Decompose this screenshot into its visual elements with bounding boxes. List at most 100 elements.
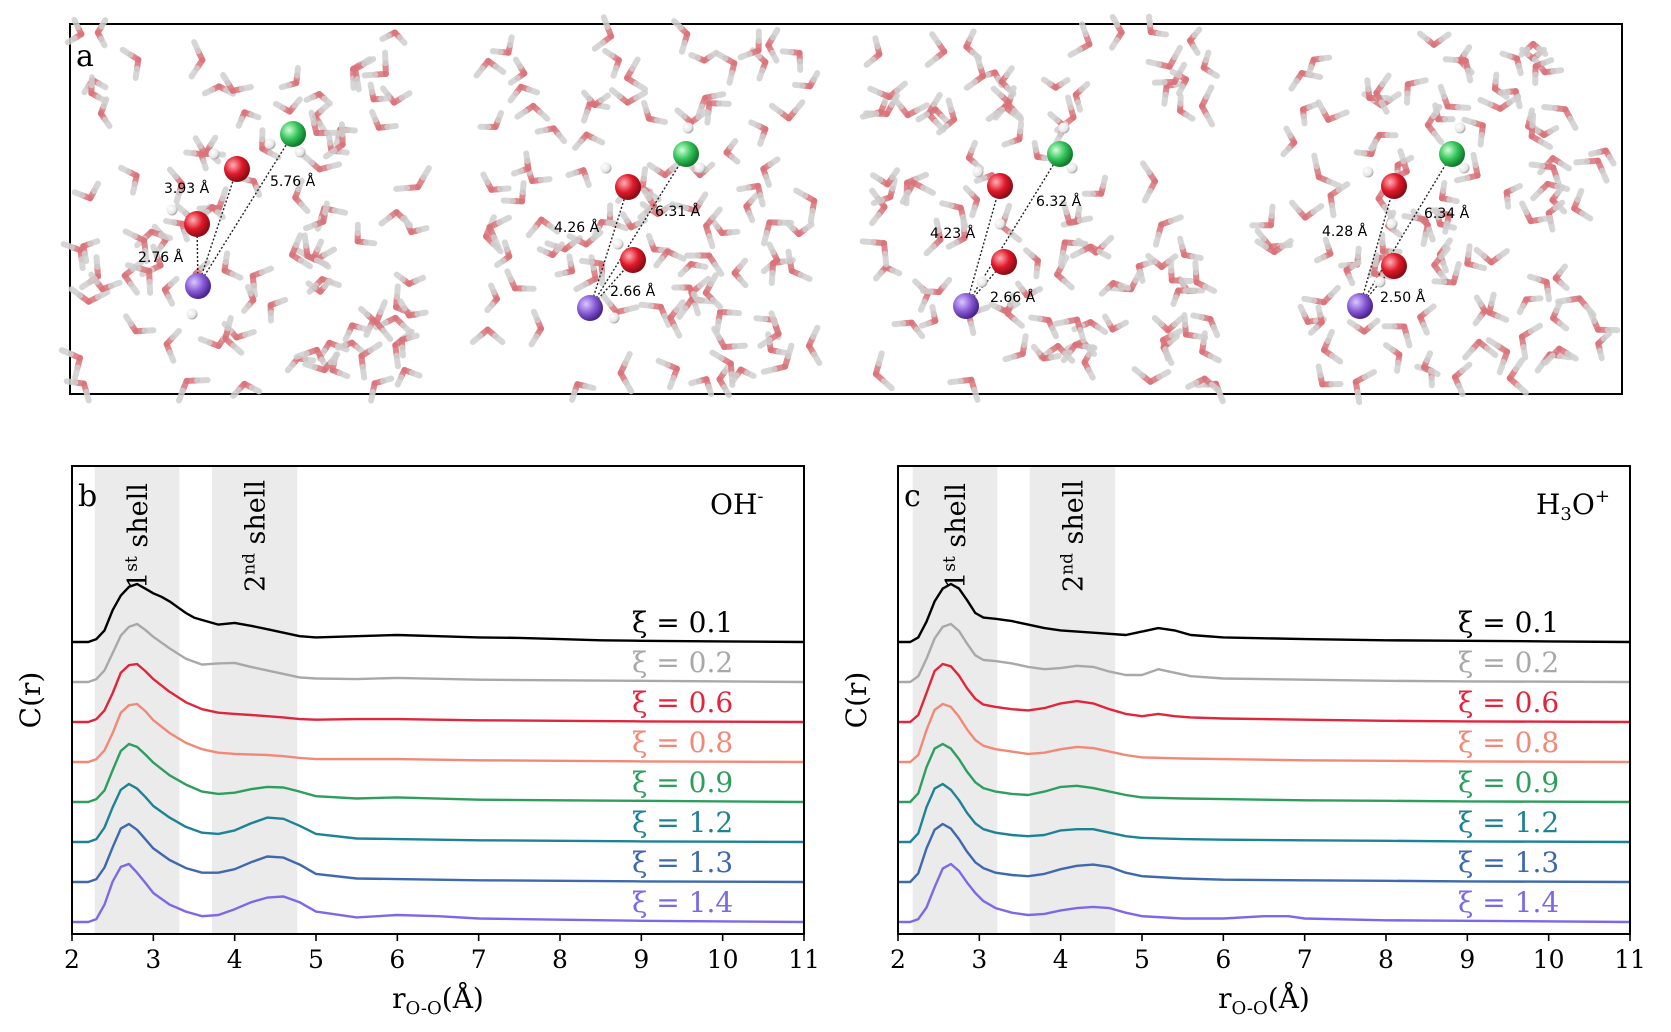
red-oxygen-far: [224, 156, 250, 182]
x-tick-label: 11: [788, 945, 820, 974]
hydrogen-atom: [1375, 277, 1386, 288]
red-oxygen-near: [1381, 253, 1407, 279]
distance-label-d_purple_red_far: 4.23 Å: [930, 225, 976, 242]
series-label-4: ξ = 0.8: [632, 726, 733, 759]
hydrogen-atom: [187, 309, 198, 320]
x-tick-label: 2: [890, 945, 906, 974]
hydrogen-atom: [977, 277, 988, 288]
x-tick-label: 5: [308, 945, 324, 974]
hydrogen-atom: [609, 313, 620, 324]
hydrogen-atom: [683, 123, 694, 134]
x-tick-label: 10: [1533, 945, 1565, 974]
x-tick-label: 8: [552, 945, 568, 974]
series-label-2: ξ = 0.2: [632, 646, 733, 679]
green-ion: [1047, 141, 1073, 167]
hydrogen-atom: [613, 239, 624, 250]
x-tick-label: 6: [389, 945, 405, 974]
hydrogen-atom: [265, 139, 276, 150]
series-label-2: ξ = 0.2: [1458, 646, 1559, 679]
series-label-8: ξ = 1.4: [632, 886, 733, 919]
x-axis-label: rO-O(Å): [1218, 982, 1310, 1019]
x-tick-label: 4: [1053, 945, 1069, 974]
series-label-3: ξ = 0.6: [1458, 686, 1559, 719]
green-ion: [673, 141, 699, 167]
distance-label-d_purple_green: 6.31 Å: [655, 203, 701, 220]
panel-b: ξ = 0.1 ξ = 0.2 ξ = 0.6 ξ = 0.8 ξ = 0.9 ξ = 1…: [14, 466, 820, 1019]
red-oxygen-near: [991, 249, 1017, 275]
distance-label-d_purple_red_far: 4.28 Å: [1322, 223, 1368, 240]
x-tick-label: 5: [1134, 945, 1150, 974]
distance-label-d_purple_red_close: 2.66 Å: [990, 289, 1036, 306]
x-tick-label: 8: [1378, 945, 1394, 974]
green-ion: [1439, 141, 1465, 167]
red-oxygen-far: [615, 174, 641, 200]
distance-label-d_purple_green: 5.76 Å: [270, 173, 316, 190]
hydrogen-atom: [695, 163, 706, 174]
purple-ion: [185, 273, 211, 299]
hydrogen-atom: [1363, 167, 1374, 178]
hydrogen-atom: [1387, 219, 1398, 230]
red-oxygen-far: [1381, 173, 1407, 199]
panel-c: ξ = 0.1 ξ = 0.2 ξ = 0.6 ξ = 0.8 ξ = 0.9 ξ = 1…: [840, 466, 1646, 1019]
hydrogen-atom: [995, 219, 1006, 230]
series-label-1: ξ = 0.1: [1458, 606, 1559, 639]
series-label-6: ξ = 1.2: [1458, 806, 1559, 839]
x-tick-label: 6: [1215, 945, 1231, 974]
distance-label-d_purple_red_far: 4.26 Å: [554, 219, 600, 236]
distance-label-d_purple_red_close: 2.66 Å: [610, 283, 656, 300]
distance-label-d_purple_green: 6.34 Å: [1424, 205, 1470, 222]
x-tick-label: 9: [1459, 945, 1475, 974]
series-label-7: ξ = 1.3: [1458, 846, 1559, 879]
x-tick-label: 9: [633, 945, 649, 974]
hydrogen-atom: [973, 167, 984, 178]
hydrogen-atom: [1067, 163, 1078, 174]
series-label-4: ξ = 0.8: [1458, 726, 1559, 759]
first-shell-label: 1st shell: [940, 483, 972, 589]
hydrogen-atom: [295, 147, 306, 158]
series-label-7: ξ = 1.3: [632, 846, 733, 879]
purple-ion: [1347, 293, 1373, 319]
y-axis-label: C(r): [14, 672, 47, 729]
series-label-8: ξ = 1.4: [1458, 886, 1559, 919]
red-oxygen-near: [620, 247, 646, 273]
series-label-5: ξ = 0.9: [632, 766, 733, 799]
series-label-3: ξ = 0.6: [632, 686, 733, 719]
x-tick-label: 4: [227, 945, 243, 974]
distance-label-d_purple_red_close: 2.76 Å: [138, 249, 184, 266]
x-axis-label: rO-O(Å): [392, 982, 484, 1019]
red-oxygen-far: [987, 173, 1013, 199]
second-shell-label: 2nd shell: [240, 480, 272, 592]
species-label: H3O+: [1536, 486, 1610, 525]
first-shell-label: 1st shell: [122, 483, 154, 589]
panel-label: b: [78, 479, 97, 514]
species-label: OH-: [710, 486, 763, 521]
x-tick-label: 7: [1297, 945, 1313, 974]
series-label-6: ξ = 1.2: [632, 806, 733, 839]
hydrogen-atom: [1459, 163, 1470, 174]
series-label-1: ξ = 0.1: [632, 606, 733, 639]
x-tick-label: 10: [707, 945, 739, 974]
hydrogen-atom: [1059, 123, 1070, 134]
hydrogen-atom: [167, 205, 178, 216]
second-shell-label: 2nd shell: [1057, 480, 1089, 592]
panel-label: c: [904, 479, 921, 514]
distance-label-d_purple_red_far: 3.93 Å: [164, 180, 210, 197]
x-tick-label: 2: [64, 945, 80, 974]
distance-label-d_purple_red_close: 2.50 Å: [1380, 289, 1426, 306]
y-axis-label: C(r): [840, 672, 873, 729]
x-tick-label: 3: [971, 945, 987, 974]
panel-a-label: a: [76, 39, 94, 74]
hydrogen-atom: [1455, 123, 1466, 134]
purple-ion: [577, 295, 603, 321]
red-oxygen-near: [184, 211, 210, 237]
hydrogen-atom: [209, 149, 220, 160]
distance-label-d_purple_green: 6.32 Å: [1036, 193, 1082, 210]
green-ion: [280, 121, 306, 147]
hydrogen-atom: [601, 163, 612, 174]
x-tick-label: 7: [471, 945, 487, 974]
purple-ion: [953, 293, 979, 319]
series-label-5: ξ = 0.9: [1458, 766, 1559, 799]
x-tick-label: 11: [1614, 945, 1646, 974]
